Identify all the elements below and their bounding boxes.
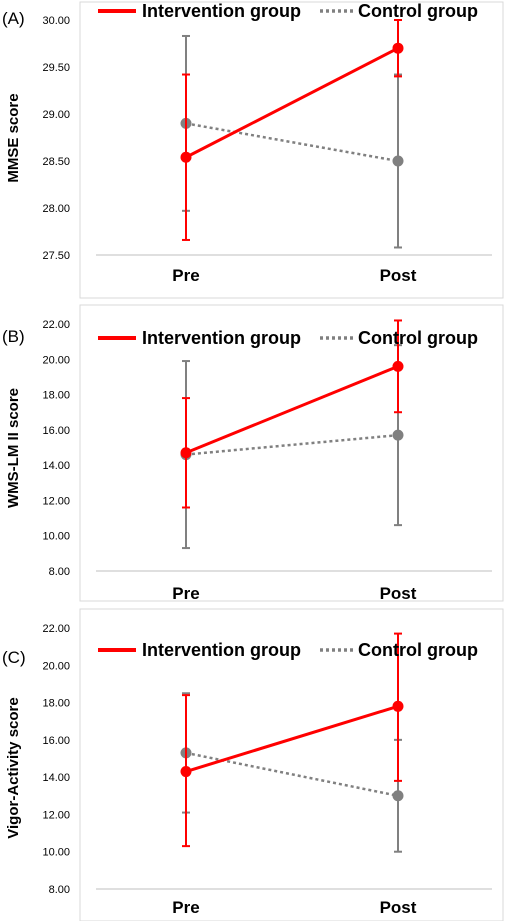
y-tick-label: 12.00 [42,495,70,507]
x-category-label: Post [380,584,417,603]
panel-label: (A) [2,9,25,28]
series-control [180,692,404,853]
series-intervention [180,632,404,848]
data-point [180,447,192,459]
y-tick-label: 28.00 [42,203,70,215]
legend: Intervention group Control group [98,1,478,21]
series-control [180,344,404,550]
data-point [392,42,404,54]
x-category-label: Pre [172,266,199,285]
y-tick-label: 10.00 [42,847,70,859]
data-point [180,151,192,163]
panel-label: (B) [2,327,25,346]
data-point [392,790,404,802]
y-tick-label: 14.00 [42,772,70,784]
y-axis-label: WMS-LM II score [5,388,22,508]
y-tick-label: 16.00 [42,425,70,437]
y-tick-label: 10.00 [42,531,70,543]
y-tick-label: 28.50 [42,156,70,168]
legend: Intervention group Control group [98,328,478,348]
x-category-label: Post [380,266,417,285]
y-tick-label: 29.50 [42,62,70,74]
series-line [185,433,399,456]
y-tick-label: 22.00 [42,319,70,331]
y-tick-label: 8.00 [49,566,70,578]
series-intervention [180,319,404,509]
data-point [180,766,192,778]
x-category-label: Pre [172,898,199,917]
y-tick-label: 22.00 [42,623,70,635]
x-category-label: Post [380,898,417,917]
x-category-label: Pre [172,584,199,603]
series-line [185,704,399,773]
legend: Intervention group Control group [98,640,478,660]
chart-panel-1: (B) WMS-LM II score 8.00 10.00 12.00 14.00 16.… [2,304,504,603]
legend-label-intervention: Intervention group [142,640,301,660]
data-point [392,700,404,712]
legend-label-control: Control group [358,328,478,348]
y-tick-label: 18.00 [42,390,70,402]
y-tick-label: 29.00 [42,109,70,121]
y-tick-label: 16.00 [42,735,70,747]
y-axis-label: MMSE score [5,93,22,182]
data-point [392,155,404,167]
y-axis-label: Vigor-Activity score [5,697,22,838]
chart-panel-2: (C) Vigor-Activity score 8.00 10.00 12.00 14.… [2,608,504,921]
y-tick-label: 12.00 [42,809,70,821]
legend-label-control: Control group [358,1,478,21]
series-line [185,46,399,159]
y-tick-label: 18.00 [42,698,70,710]
chart-frame [79,304,504,602]
y-tick-label: 20.00 [42,354,70,366]
y-tick-label: 20.00 [42,660,70,672]
data-point [392,429,404,441]
y-tick-label: 14.00 [42,460,70,472]
chart-frame [79,608,504,921]
legend-label-intervention: Intervention group [142,328,301,348]
y-tick-label: 30.00 [42,15,70,27]
panel-label: (C) [2,648,26,667]
series-line [185,751,399,798]
legend-label-control: Control group [358,640,478,660]
chart-panel-0: (A) MMSE score 27.50 28.00 28.50 29.00 29.50 30… [2,1,504,299]
y-tick-label: 27.50 [42,250,70,262]
y-tick-label: 8.00 [49,884,70,896]
chart-frame [79,1,504,299]
series-line [185,364,399,455]
series-intervention [180,19,404,241]
legend-label-intervention: Intervention group [142,1,301,21]
data-point [392,360,404,372]
